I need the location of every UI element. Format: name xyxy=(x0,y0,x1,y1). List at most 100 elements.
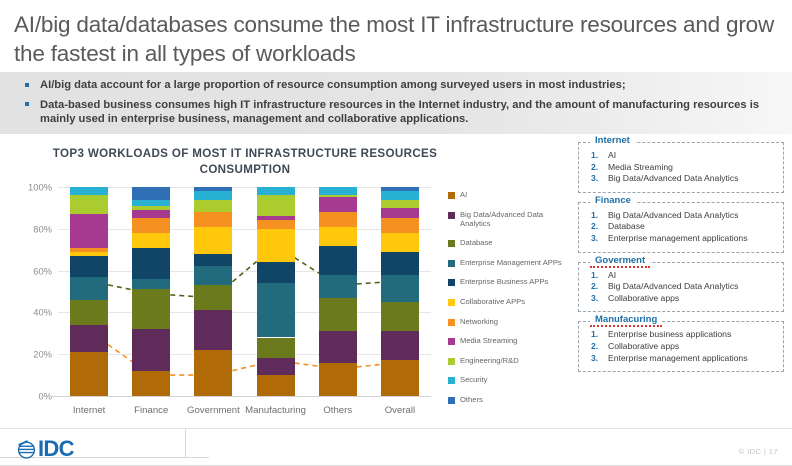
panel-ranking-list: 1. Big Data/Advanced Data Analytics 2. Data… xyxy=(585,210,777,244)
list-item-number: 2. xyxy=(591,161,599,172)
footer-divider-top xyxy=(0,428,792,429)
chart-gridline xyxy=(58,270,431,272)
chart-bar-segment xyxy=(132,247,171,279)
list-item-label: AI xyxy=(608,150,617,160)
chart-bar-segment xyxy=(380,191,419,200)
chart-plot-area: 0% 20% 40% 60% 80% 100% Internet Finance Governm… xyxy=(28,182,431,416)
legend-item[interactable]: AI xyxy=(448,190,573,199)
panel-body: 1. Big Data/Advanced Data Analytics 2. Data… xyxy=(578,201,784,253)
x-axis-tick-label: Internet xyxy=(72,405,106,416)
legend-label: AI xyxy=(460,190,468,199)
chart-bar-segment xyxy=(380,187,419,192)
database-trend xyxy=(170,294,195,298)
panel-ranking-list: 1. Enterprise business applications 2. Coll… xyxy=(585,329,777,363)
legend-swatch-icon xyxy=(448,298,455,306)
chart-axis-line xyxy=(52,396,431,397)
chart-bar-segment xyxy=(380,360,419,396)
chart-bar-segment xyxy=(318,274,357,298)
legend-item[interactable]: Networking xyxy=(448,317,573,326)
legend-item[interactable]: Collaborative APPs xyxy=(448,297,573,306)
chart-bar-segment xyxy=(70,187,109,196)
chart-bar-segment xyxy=(318,226,357,246)
list-item-label: Enterprise management applications xyxy=(608,232,748,243)
list-item-number: 3. xyxy=(591,232,599,243)
legend-label: Big Data/Advanced Data Analytics xyxy=(460,209,544,228)
list-item-label: Enterprise management applications xyxy=(608,352,748,363)
idc-logo: IDC xyxy=(16,436,74,462)
chart-bar-segment xyxy=(132,210,171,219)
bullet-square-icon xyxy=(25,102,29,106)
list-item: 2. Media Streaming xyxy=(585,162,777,173)
list-item-number: 2. xyxy=(591,281,599,292)
chart-bar-segment xyxy=(70,251,109,256)
chart-legend: AI Big Data/Advanced Data Analytics Databa… xyxy=(448,190,573,415)
chart-bar-segment xyxy=(256,262,295,284)
list-item: 3. Big Data/Advanced Data Analytics xyxy=(585,173,777,184)
idc-logo-text: IDC xyxy=(38,436,74,461)
x-axis-tick-label: Government xyxy=(187,405,240,416)
legend-swatch-icon xyxy=(448,357,455,365)
list-item-label: Big Data/Advanced Data Analytics xyxy=(608,209,739,220)
chart-bar xyxy=(318,187,357,396)
footer xyxy=(0,428,792,466)
legend-swatch-icon xyxy=(448,259,455,267)
chart-bar-segment xyxy=(70,352,109,396)
chart-bar-segment xyxy=(70,195,109,215)
chart-bar xyxy=(132,187,171,396)
legend-item[interactable]: Enterprise Business APPs xyxy=(448,277,573,287)
legend-item[interactable]: Others xyxy=(448,395,573,404)
chart-bar-segment xyxy=(318,197,357,213)
list-item: AI/big data account for a large proporti… xyxy=(20,78,782,93)
bullet-text: Data-based business consumes high IT inf… xyxy=(40,98,760,126)
bullet-square-icon xyxy=(25,82,29,87)
chart-gridline xyxy=(58,187,431,188)
chart-bar-segment xyxy=(318,212,357,227)
chart-bar-segment xyxy=(132,199,171,206)
legend-item[interactable]: Database xyxy=(448,238,573,248)
chart-bar-segment xyxy=(256,220,295,229)
chart-container: TOP3 WORKLOADS OF MOST IT INFRASTRUCTURE… xyxy=(0,140,575,425)
bullet-text: AI/big data account for a large proporti… xyxy=(40,79,626,91)
database-trend xyxy=(294,256,320,274)
networking-trend xyxy=(356,363,381,368)
panel-heading: Manufacuring xyxy=(590,314,663,328)
networking-trend xyxy=(232,364,257,372)
list-item: 3. Enterprise management applications xyxy=(585,233,777,244)
list-item: 2. Big Data/Advanced Data Analytics xyxy=(585,281,777,292)
title-block: AI/big data/databases consume the most I… xyxy=(14,10,780,68)
chart-bar-segment xyxy=(318,195,357,198)
chart-gridline xyxy=(58,228,431,230)
page-title: AI/big data/databases consume the most I… xyxy=(14,12,774,66)
chart-bar-segment xyxy=(256,283,295,338)
list-item: 1. AI xyxy=(585,150,777,161)
legend-label: Others xyxy=(460,394,483,404)
idc-globe-icon xyxy=(17,439,36,459)
chart-bar-segment xyxy=(132,233,171,248)
chart-bar-segment xyxy=(132,289,171,330)
industry-panel: Finance 1. Big Data/Advanced Data Analytic… xyxy=(578,194,784,253)
legend-item[interactable]: Enterprise Management APPs xyxy=(448,258,573,267)
list-item: 3. Collaborative apps xyxy=(585,293,777,304)
y-axis-tick-label: 60% xyxy=(33,265,52,277)
list-item-number: 3. xyxy=(591,292,599,303)
legend-item[interactable]: Security xyxy=(448,375,573,385)
legend-swatch-icon xyxy=(448,338,455,346)
chart-bar-segment xyxy=(380,251,419,275)
legend-label: Media Streaming xyxy=(460,336,518,346)
chart-bar-segment xyxy=(194,285,233,311)
legend-item[interactable]: Engineering/R&D xyxy=(448,356,573,365)
chart-bar-segment xyxy=(132,187,171,200)
networking-trend xyxy=(294,362,319,368)
chart-bar-segment xyxy=(318,297,357,332)
legend-label: Collaborative APPs xyxy=(460,296,526,306)
panel-heading: Goverment xyxy=(590,254,651,268)
list-item: 1. AI xyxy=(585,270,777,281)
chart-title: TOP3 WORKLOADS OF MOST IT INFRASTRUCTURE… xyxy=(52,147,438,176)
legend-item[interactable]: Media Streaming xyxy=(448,336,573,346)
legend-item[interactable]: Big Data/Advanced Data Analytics xyxy=(448,210,573,228)
legend-swatch-icon xyxy=(448,377,455,385)
legend-swatch-icon xyxy=(448,211,455,219)
chart-bar-segment xyxy=(256,375,295,396)
list-item: 1. Big Data/Advanced Data Analytics xyxy=(585,210,777,221)
chart-bar-segment xyxy=(318,331,357,363)
